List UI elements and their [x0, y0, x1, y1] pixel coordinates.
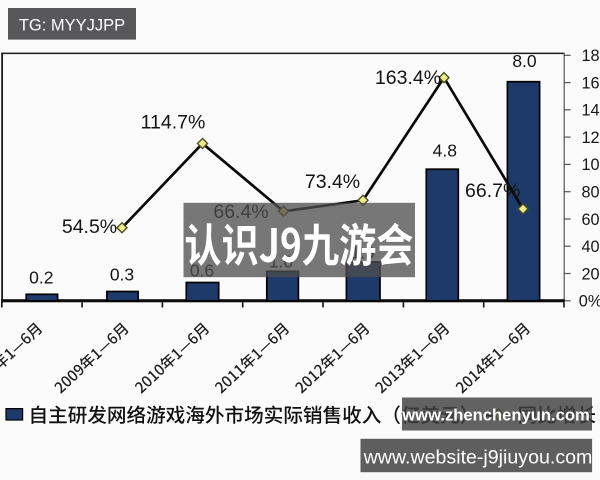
- svg-text:73.4%: 73.4%: [305, 171, 360, 193]
- svg-text:60%: 60%: [582, 211, 600, 229]
- svg-text:TG: MYYJJPP: TG: MYYJJPP: [19, 17, 125, 35]
- svg-text:114.7%: 114.7%: [141, 112, 206, 134]
- svg-text:www.zhenchenyun.com: www.zhenchenyun.com: [401, 406, 589, 425]
- svg-text:0%: 0%: [579, 293, 600, 311]
- svg-text:0.3: 0.3: [110, 265, 134, 285]
- svg-text:54.5%: 54.5%: [62, 216, 117, 238]
- svg-text:163.4%: 163.4%: [375, 67, 441, 89]
- svg-text:120%: 120%: [582, 129, 600, 147]
- svg-text:160%: 160%: [582, 74, 600, 92]
- svg-text:180%: 180%: [582, 47, 600, 65]
- svg-text:0.2: 0.2: [29, 268, 53, 288]
- svg-text:100%: 100%: [582, 156, 600, 174]
- svg-text:4.8: 4.8: [433, 141, 457, 161]
- svg-text:8.0: 8.0: [512, 51, 537, 71]
- svg-text:140%: 140%: [582, 102, 600, 120]
- svg-text:66.7%: 66.7%: [465, 180, 520, 202]
- svg-text:20%: 20%: [582, 265, 600, 283]
- svg-text:www.website-j9jiuyou.com: www.website-j9jiuyou.com: [363, 446, 593, 468]
- svg-text:40%: 40%: [582, 238, 600, 256]
- svg-text:80%: 80%: [582, 184, 600, 202]
